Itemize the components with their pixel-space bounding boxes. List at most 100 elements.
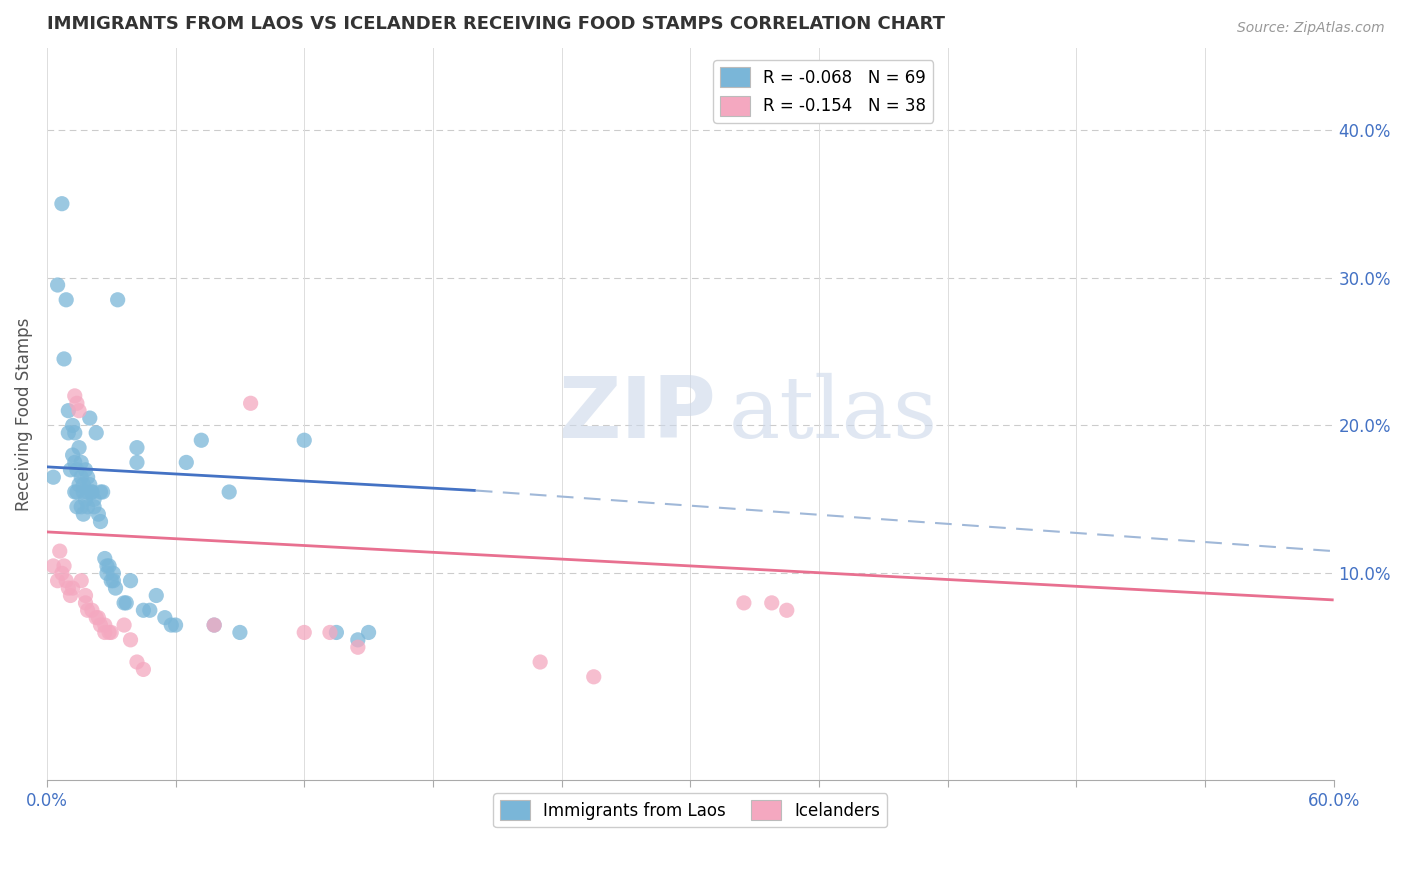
- Point: [94, 551, 117, 566]
- Point: [46, 574, 69, 588]
- Point: [76, 470, 98, 484]
- Point: [96, 558, 118, 573]
- Point: [84, 425, 107, 440]
- Point: [63, 455, 86, 469]
- Point: [96, 566, 118, 581]
- Point: [761, 596, 783, 610]
- Point: [319, 625, 342, 640]
- Point: [107, 293, 129, 307]
- Point: [62, 448, 84, 462]
- Point: [125, 655, 148, 669]
- Point: [84, 610, 107, 624]
- Point: [112, 618, 135, 632]
- Point: [132, 662, 155, 676]
- Point: [325, 625, 347, 640]
- Point: [98, 625, 121, 640]
- Point: [75, 589, 97, 603]
- Point: [115, 596, 138, 610]
- Point: [67, 477, 90, 491]
- Point: [72, 507, 94, 521]
- Point: [347, 632, 370, 647]
- Point: [79, 477, 101, 491]
- Point: [174, 455, 197, 469]
- Point: [66, 463, 89, 477]
- Point: [132, 603, 155, 617]
- Point: [63, 389, 86, 403]
- Point: [87, 610, 110, 624]
- Point: [42, 470, 65, 484]
- Point: [733, 596, 755, 610]
- Point: [63, 425, 86, 440]
- Point: [42, 558, 65, 573]
- Point: [55, 293, 77, 307]
- Point: [89, 485, 111, 500]
- Point: [67, 403, 90, 417]
- Text: IMMIGRANTS FROM LAOS VS ICELANDER RECEIVING FOOD STAMPS CORRELATION CHART: IMMIGRANTS FROM LAOS VS ICELANDER RECEIV…: [46, 15, 945, 33]
- Point: [70, 455, 93, 469]
- Point: [63, 485, 86, 500]
- Point: [62, 581, 84, 595]
- Text: Source: ZipAtlas.com: Source: ZipAtlas.com: [1237, 21, 1385, 35]
- Point: [94, 625, 117, 640]
- Point: [75, 492, 97, 507]
- Point: [89, 618, 111, 632]
- Point: [76, 485, 98, 500]
- Point: [67, 441, 90, 455]
- Point: [100, 625, 122, 640]
- Point: [94, 618, 117, 632]
- Point: [83, 492, 105, 507]
- Point: [125, 441, 148, 455]
- Point: [145, 589, 167, 603]
- Point: [75, 596, 97, 610]
- Point: [98, 558, 121, 573]
- Point: [87, 507, 110, 521]
- Point: [80, 485, 103, 500]
- Point: [58, 403, 80, 417]
- Point: [104, 581, 127, 595]
- Point: [91, 485, 114, 500]
- Point: [53, 351, 76, 366]
- Point: [120, 632, 142, 647]
- Point: [165, 618, 187, 632]
- Point: [229, 625, 252, 640]
- Point: [202, 618, 225, 632]
- Point: [153, 610, 176, 624]
- Point: [239, 396, 262, 410]
- Point: [72, 485, 94, 500]
- Point: [53, 558, 76, 573]
- Point: [120, 574, 142, 588]
- Point: [292, 434, 315, 448]
- Point: [776, 603, 799, 617]
- Point: [582, 670, 605, 684]
- Point: [66, 485, 89, 500]
- Point: [202, 618, 225, 632]
- Point: [66, 396, 89, 410]
- Text: ZIP: ZIP: [558, 373, 716, 456]
- Point: [51, 566, 73, 581]
- Point: [75, 463, 97, 477]
- Point: [103, 566, 125, 581]
- Point: [58, 425, 80, 440]
- Point: [51, 196, 73, 211]
- Point: [125, 455, 148, 469]
- Point: [49, 544, 72, 558]
- Point: [103, 574, 125, 588]
- Point: [347, 640, 370, 655]
- Point: [100, 574, 122, 588]
- Legend: Immigrants from Laos, Icelanders: Immigrants from Laos, Icelanders: [494, 793, 887, 827]
- Point: [58, 581, 80, 595]
- Point: [70, 500, 93, 514]
- Point: [55, 574, 77, 588]
- Point: [139, 603, 162, 617]
- Point: [218, 485, 240, 500]
- Point: [76, 603, 98, 617]
- Point: [89, 515, 111, 529]
- Point: [59, 463, 82, 477]
- Text: atlas: atlas: [728, 373, 938, 456]
- Point: [59, 589, 82, 603]
- Point: [112, 596, 135, 610]
- Point: [80, 603, 103, 617]
- Point: [529, 655, 551, 669]
- Point: [70, 470, 93, 484]
- Point: [160, 618, 183, 632]
